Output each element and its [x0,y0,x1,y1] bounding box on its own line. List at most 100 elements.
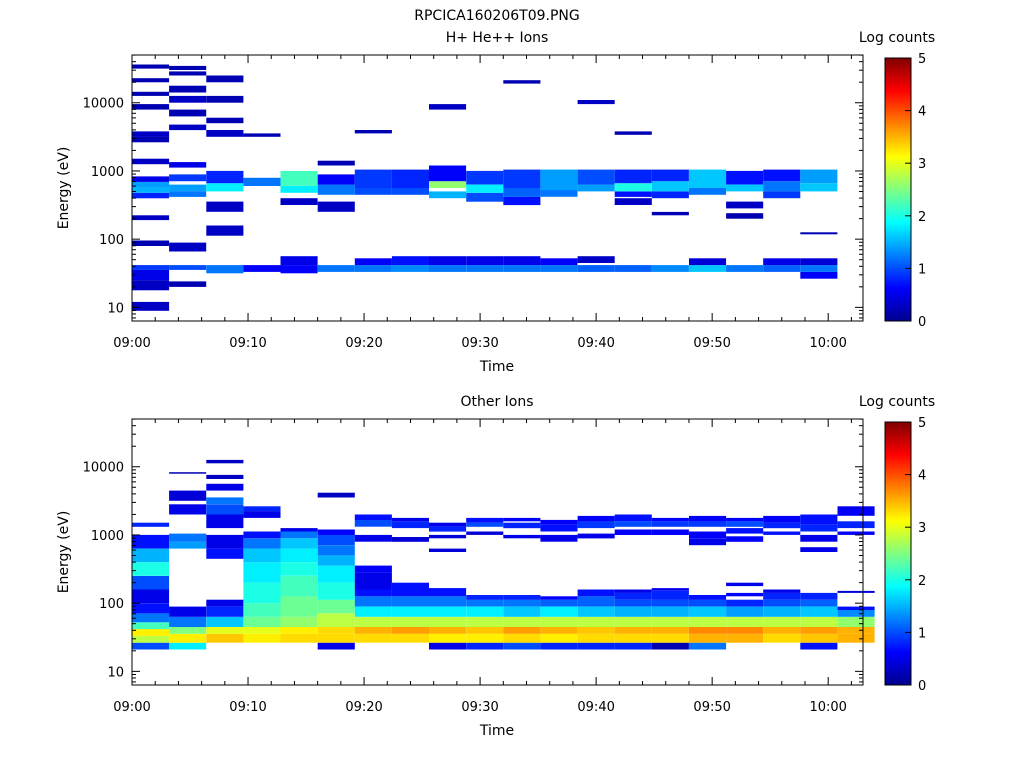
heatmap-cell [726,633,764,643]
heatmap-cell [280,531,318,539]
heatmap-cell [132,562,170,576]
heatmap-cell [354,616,392,627]
heatmap-cell [689,627,727,634]
heatmap-cell [540,524,578,532]
heatmap-cell [429,548,467,552]
heatmap-cell [169,85,207,93]
heatmap-cell [614,633,652,643]
heatmap-cell [169,242,207,252]
heatmap-cell [837,627,875,634]
heatmap-cell [651,642,689,650]
heatmap-cell [763,181,801,192]
heatmap-cell [800,232,838,235]
heatmap-cell [206,117,244,124]
heatmap-cell [503,599,541,607]
heatmap-cell [132,181,170,188]
y-tick-label: 100 [99,233,124,248]
heatmap-cell [243,627,281,634]
heatmap-cell [317,627,355,634]
heatmap-cell [317,599,355,614]
heatmap-cell [800,534,838,542]
heatmap-cell [206,606,244,617]
panel-1-y-ticks: 10 100 1000 10000 [83,54,863,319]
heatmap-cell [429,165,467,182]
colorbar-tick-label: 3 [918,521,926,536]
heatmap-cell [391,537,429,542]
heatmap-cell [132,240,170,246]
heatmap-cell [503,517,541,522]
heatmap-cell [726,184,764,192]
heatmap-cell [317,565,355,583]
heatmap-cell [280,596,318,617]
heatmap-cell [689,633,727,643]
heatmap-cell [466,192,504,202]
heatmap-cell [429,265,467,272]
heatmap-cell [726,592,764,597]
heatmap-cell [837,633,875,643]
heatmap-cell [391,582,429,597]
heatmap-cell [132,104,170,110]
heatmap-cell [726,201,764,209]
heatmap-cell [429,642,467,650]
heatmap-cell [763,265,801,272]
heatmap-cell [837,509,875,516]
heatmap-cell [540,596,578,600]
heatmap-cell [429,526,467,532]
heatmap-cell [280,562,318,576]
panel-h-he-ions: H+ He++ Ions 09:00 09:10 09:20 09:30 09:40 09… [56,30,935,375]
heatmap-cell [577,184,615,192]
heatmap-cell [689,169,727,188]
heatmap-cell [206,201,244,212]
heatmap-cell [132,131,170,137]
heatmap-cell [243,582,281,604]
heatmap-cell [429,534,467,539]
heatmap-cell [317,642,355,650]
heatmap-cell [577,616,615,627]
heatmap-cell [689,616,727,627]
heatmap-cell [354,265,392,272]
heatmap-cell [466,256,504,266]
heatmap-cell [614,627,652,634]
heatmap-cell [651,599,689,607]
heatmap-cell [837,531,875,535]
heatmap-cell [466,642,504,650]
panel-1-colorbar-label: Log counts [859,30,935,46]
y-tick-label: 100 [99,597,124,612]
heatmap-cell [466,606,504,617]
heatmap-cell [132,613,170,623]
heatmap-cell [169,627,207,634]
heatmap-cell [689,606,727,617]
heatmap-cell [503,196,541,206]
heatmap-cell [800,633,838,643]
panel-2-colorbar [884,421,912,686]
y-tick-label: 1000 [91,529,124,544]
panel-2-y-ticks: 10 100 1000 10000 [83,418,863,683]
x-tick-label: 09:40 [577,700,614,715]
heatmap-cell [503,80,541,84]
heatmap-cell [689,258,727,266]
heatmap-cell [503,265,541,272]
heatmap-cell [503,522,541,529]
heatmap-cell [354,169,392,188]
heatmap-cell [503,606,541,617]
heatmap-cell [763,627,801,634]
heatmap-cell [763,616,801,627]
heatmap-cell [132,629,170,636]
heatmap-cell [280,538,318,549]
heatmap-cell [206,599,244,607]
heatmap-cell [429,616,467,627]
heatmap-cell [763,191,801,199]
heatmap-cell [243,531,281,539]
heatmap-cell [466,599,504,607]
panel-2-colorbar-ticks: 0 1 2 3 4 5 [905,416,926,694]
heatmap-cell [540,599,578,607]
panel-2-heatmap [132,459,875,650]
heatmap-cell [354,534,392,542]
heatmap-cell [800,524,838,532]
heatmap-cell [614,198,652,205]
x-tick-label: 09:10 [229,336,266,351]
heatmap-cell [354,589,392,597]
heatmap-cell [837,610,875,617]
heatmap-cell [243,603,281,617]
